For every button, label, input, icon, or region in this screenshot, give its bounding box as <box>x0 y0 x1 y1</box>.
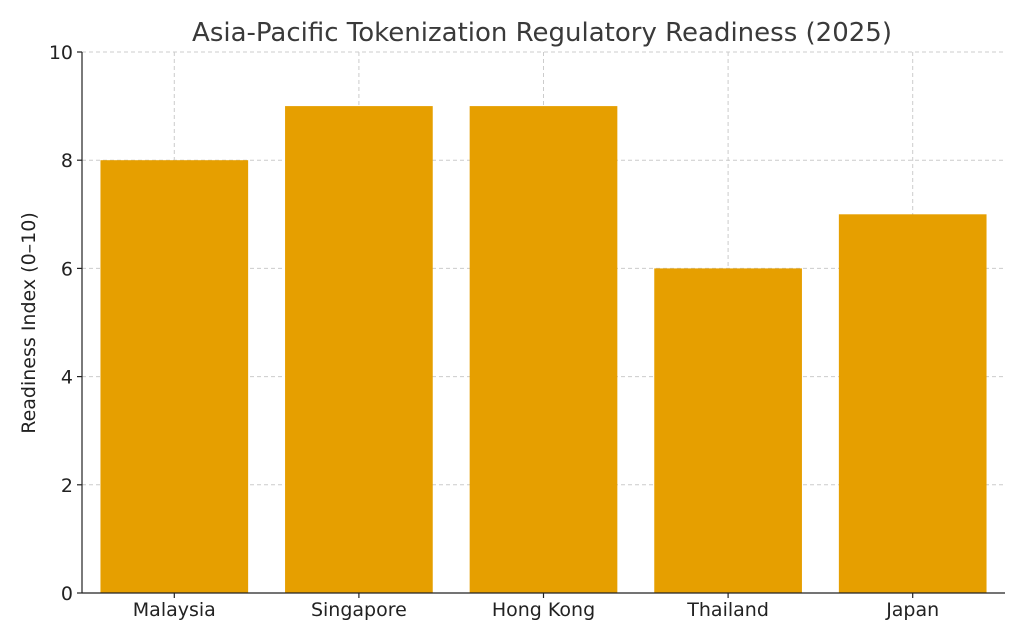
y-tick-label: 4 <box>61 367 73 389</box>
y-tick-label: 2 <box>61 475 73 497</box>
y-tick-label: 8 <box>61 150 73 172</box>
y-tick-label: 6 <box>61 258 73 280</box>
x-tick-label: Malaysia <box>133 599 216 621</box>
bar-thailand <box>654 268 802 593</box>
x-tick-label: Thailand <box>686 599 769 621</box>
bar-hong-kong <box>469 106 618 593</box>
x-tick-label: Singapore <box>311 599 407 621</box>
y-tick-label: 0 <box>61 583 73 605</box>
x-tick-label: Hong Kong <box>492 599 595 621</box>
y-axis-label: Readiness Index (0–10) <box>18 212 40 434</box>
bar-japan <box>838 214 987 594</box>
chart-title: Asia-Pacific Tokenization Regulatory Rea… <box>192 18 892 48</box>
y-tick-label: 10 <box>49 42 73 64</box>
bar-singapore <box>285 106 433 593</box>
x-axis-ticks: Malaysia Singapore Hong Kong Thailand Japan <box>133 593 939 621</box>
x-tick-label: Japan <box>885 599 939 621</box>
bar-malaysia <box>100 160 249 593</box>
y-axis-ticks: 0 2 4 6 8 10 <box>49 42 82 605</box>
bars <box>100 106 987 594</box>
